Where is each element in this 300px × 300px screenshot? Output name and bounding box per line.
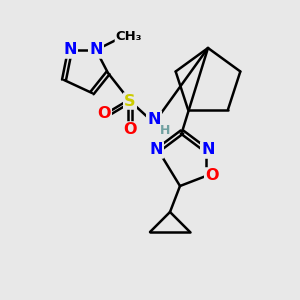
Text: N: N bbox=[89, 43, 103, 58]
Text: CH₃: CH₃ bbox=[116, 29, 142, 43]
Text: N: N bbox=[147, 112, 161, 127]
Text: O: O bbox=[205, 169, 219, 184]
Text: O: O bbox=[97, 106, 111, 121]
Text: H: H bbox=[160, 124, 170, 137]
Text: O: O bbox=[123, 122, 137, 137]
Text: N: N bbox=[149, 142, 163, 158]
Text: S: S bbox=[124, 94, 136, 109]
Text: N: N bbox=[63, 43, 77, 58]
Text: N: N bbox=[201, 142, 215, 158]
